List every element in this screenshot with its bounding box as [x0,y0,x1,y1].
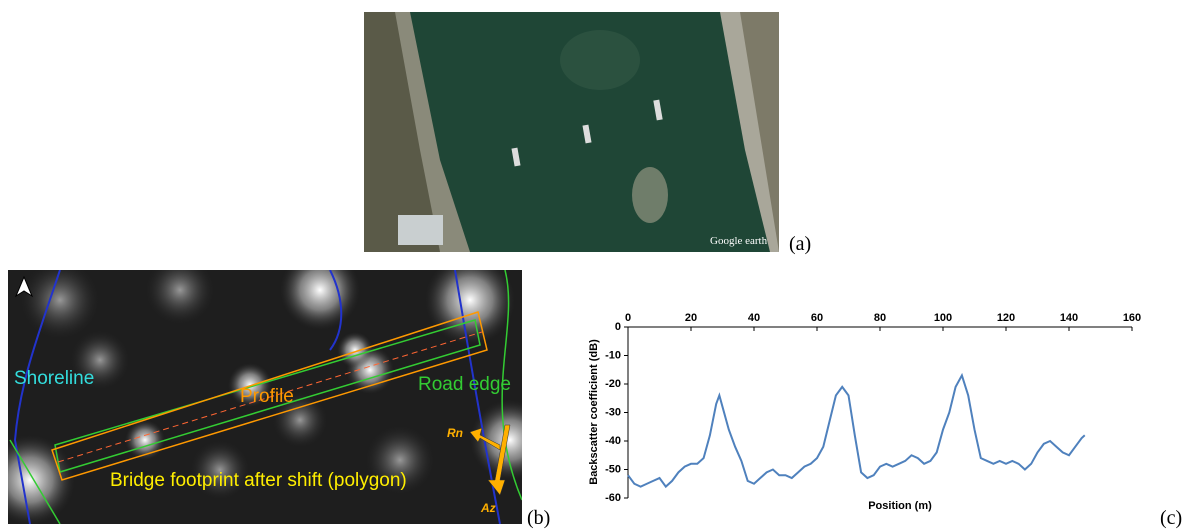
x-tick-label: 120 [997,312,1015,324]
panel-label: (c) [1160,507,1182,529]
x-tick-label: 0 [625,312,631,324]
annotation: Road edge [418,374,511,395]
y-tick-label: -20 [605,378,621,390]
panel-label: (a) [789,233,811,255]
annotation: Rn [447,426,463,440]
annotation: Bridge footprint after shift (polygon) [110,470,407,491]
y-tick-label: 0 [615,321,621,333]
panel-label: (b) [527,507,550,529]
x-tick-label: 60 [811,312,823,324]
watermark: Google earth [710,235,768,247]
annotation: Shoreline [14,368,94,389]
x-axis-label: Position (m) [868,500,932,512]
x-tick-label: 80 [874,312,886,324]
figure: Google earth (a) Shoreline Profile Road … [0,0,1187,532]
y-tick-label: -50 [605,463,621,475]
x-tick-label: 140 [1060,312,1078,324]
satellite-image: Google earth [364,12,779,252]
y-tick-label: -10 [605,349,621,361]
y-tick-label: -40 [605,435,621,447]
x-tick-label: 40 [748,312,760,324]
data-line [628,375,1085,486]
annotation: Profile [240,386,294,407]
chart: Position (m) Backscatter coefficient (dB… [588,312,1141,512]
y-tick-label: -60 [605,492,621,504]
annotation: Az [480,501,496,515]
x-tick-label: 160 [1123,312,1141,324]
x-tick-label: 20 [685,312,697,324]
x-tick-label: 100 [934,312,952,324]
y-axis-label: Backscatter coefficient (dB) [588,339,600,485]
y-tick-label: -30 [605,406,621,418]
